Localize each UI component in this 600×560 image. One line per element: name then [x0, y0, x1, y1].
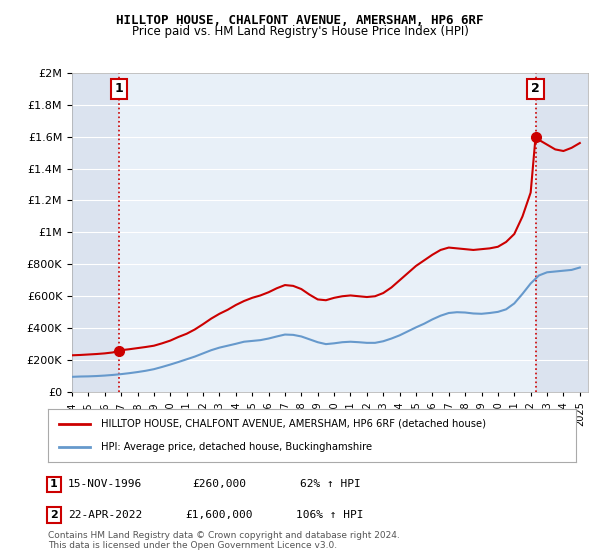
- Text: 62% ↑ HPI: 62% ↑ HPI: [299, 479, 361, 489]
- Text: 106% ↑ HPI: 106% ↑ HPI: [296, 510, 364, 520]
- Text: 1: 1: [115, 82, 124, 95]
- Text: HPI: Average price, detached house, Buckinghamshire: HPI: Average price, detached house, Buck…: [101, 442, 372, 452]
- Text: £1,600,000: £1,600,000: [185, 510, 253, 520]
- Text: Contains HM Land Registry data © Crown copyright and database right 2024.
This d: Contains HM Land Registry data © Crown c…: [48, 530, 400, 550]
- Text: Price paid vs. HM Land Registry's House Price Index (HPI): Price paid vs. HM Land Registry's House …: [131, 25, 469, 38]
- Text: £260,000: £260,000: [192, 479, 246, 489]
- Bar: [119, 73, 536, 392]
- Bar: [536, 73, 588, 392]
- Text: HILLTOP HOUSE, CHALFONT AVENUE, AMERSHAM, HP6 6RF: HILLTOP HOUSE, CHALFONT AVENUE, AMERSHAM…: [116, 14, 484, 27]
- Text: HILLTOP HOUSE, CHALFONT AVENUE, AMERSHAM, HP6 6RF (detached house): HILLTOP HOUSE, CHALFONT AVENUE, AMERSHAM…: [101, 419, 486, 429]
- Text: 2: 2: [50, 510, 58, 520]
- Bar: [72, 73, 119, 392]
- Text: 22-APR-2022: 22-APR-2022: [68, 510, 142, 520]
- Text: 1: 1: [50, 479, 58, 489]
- Text: 2: 2: [531, 82, 540, 95]
- Text: 15-NOV-1996: 15-NOV-1996: [68, 479, 142, 489]
